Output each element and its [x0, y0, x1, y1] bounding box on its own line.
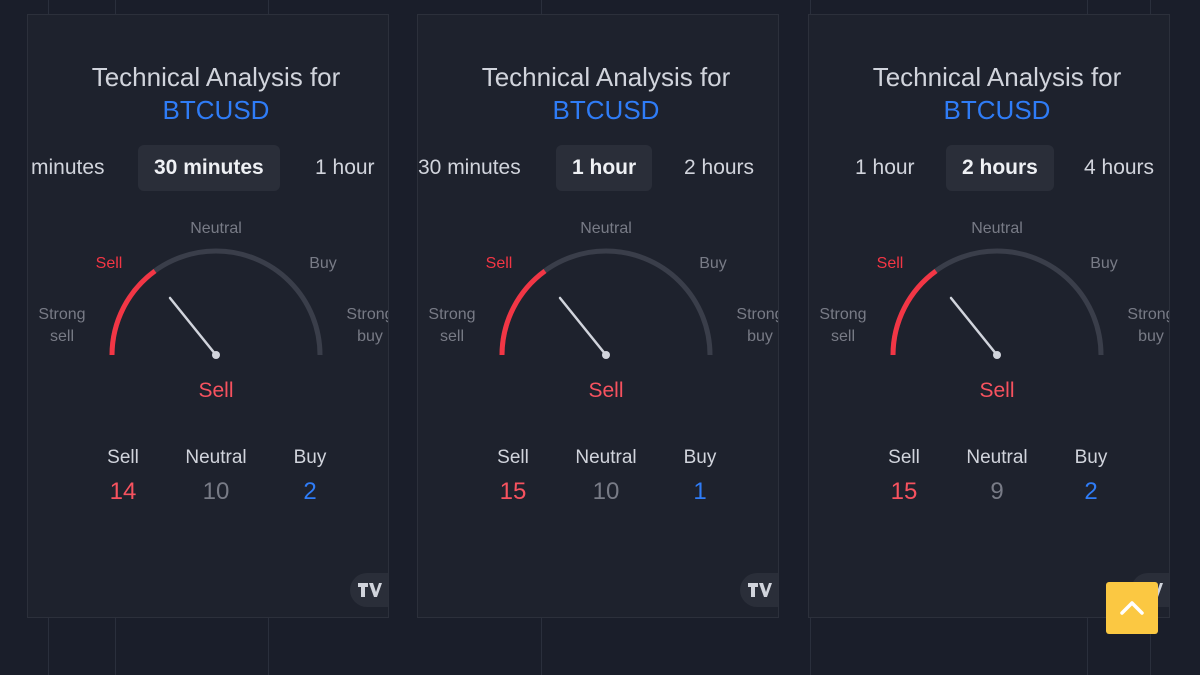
technical-analysis-widget: Technical Analysis for BTCUSD 30 minutes… [417, 14, 779, 618]
gauge-sell-segment [890, 268, 938, 356]
gauge-pivot [993, 351, 1001, 359]
tab-interval-next[interactable]: 4 hours [1084, 156, 1155, 179]
gauge-track [109, 248, 323, 356]
neutral-count: Neutral 10 [556, 447, 656, 506]
tab-interval-next[interactable]: 2 hours [684, 156, 755, 179]
gauge-needle [168, 296, 218, 357]
buy-count: Buy 1 [650, 447, 750, 506]
buy-count-value: 2 [1084, 478, 1098, 505]
buy-count-label: Buy [293, 447, 327, 468]
sell-count-label: Sell [888, 447, 920, 468]
symbol-link[interactable]: BTCUSD [162, 95, 270, 125]
gauge-label-neutral: Neutral [971, 220, 1023, 237]
gauge-label-strong-sell-2: sell [831, 328, 855, 345]
gauge-label-buy: Buy [1090, 255, 1118, 272]
neutral-count-label: Neutral [966, 447, 1028, 468]
gauge-pivot [602, 351, 610, 359]
gauge-label-strong-sell-2: sell [50, 328, 74, 345]
neutral-count: Neutral 10 [166, 447, 266, 506]
gauge-label-strong-buy-2: buy [1138, 328, 1164, 345]
gauge-label-strong-buy-1: Strong [736, 306, 779, 323]
buy-count-value: 1 [693, 478, 707, 505]
gauge-label-strong-sell-2: sell [440, 328, 464, 345]
gauge-label-strong-buy-2: buy [357, 328, 383, 345]
sentiment-gauge: Neutral Sell Buy Strong sell Strong buy [38, 220, 389, 359]
widget-title: Technical Analysis for BTCUSD [418, 61, 778, 127]
chevron-up-icon [1120, 601, 1144, 615]
neutral-count-label: Neutral [575, 447, 637, 468]
gauge-label-sell: Sell [96, 255, 123, 272]
sell-count-value: 15 [499, 478, 527, 505]
sell-count-label: Sell [107, 447, 139, 468]
tab-interval-active[interactable]: 30 minutes [138, 145, 280, 191]
gauge-label-strong-buy-2: buy [747, 328, 773, 345]
widget-title: Technical Analysis for BTCUSD [28, 61, 388, 127]
technical-analysis-widget: Technical Analysis for BTCUSD 1 hour 2 h… [808, 14, 1170, 618]
technical-analysis-widget: Technical Analysis for BTCUSD minutes 30… [27, 14, 389, 618]
summary-verdict: Sell [588, 379, 624, 402]
gauge-track [499, 248, 713, 356]
gauge-label-strong-buy-1: Strong [1127, 306, 1170, 323]
tab-interval-prev[interactable]: 1 hour [855, 156, 915, 179]
sell-count: Sell 15 [854, 447, 954, 506]
gauge-label-buy: Buy [309, 255, 337, 272]
neutral-count-value: 10 [592, 478, 620, 505]
gauge-label-sell: Sell [877, 255, 904, 272]
scroll-to-top-button[interactable] [1106, 582, 1158, 634]
summary-verdict: Sell [198, 379, 234, 402]
gauge-needle [949, 296, 999, 357]
title-text: Technical Analysis for [481, 62, 731, 92]
gauge-sell-segment [109, 268, 157, 356]
gauge-label-buy: Buy [699, 255, 727, 272]
neutral-count-value: 9 [990, 478, 1004, 505]
gauge-label-strong-sell-1: Strong [428, 306, 475, 323]
neutral-count-value: 10 [202, 478, 230, 505]
summary-verdict: Sell [979, 379, 1015, 402]
sell-count: Sell 14 [73, 447, 173, 506]
sentiment-gauge: Neutral Sell Buy Strong sell Strong buy [428, 220, 779, 359]
sentiment-gauge: Neutral Sell Buy Strong sell Strong buy [819, 220, 1170, 359]
tab-interval-prev[interactable]: 30 minutes [418, 156, 521, 179]
gauge-label-strong-sell-1: Strong [38, 306, 85, 323]
gauge-label-strong-sell-1: Strong [819, 306, 866, 323]
gauge-needle [558, 296, 608, 357]
symbol-link[interactable]: BTCUSD [943, 95, 1051, 125]
gauge-label-neutral: Neutral [190, 220, 242, 237]
sell-count-value: 15 [890, 478, 918, 505]
neutral-count: Neutral 9 [947, 447, 1047, 506]
tradingview-logo-icon[interactable] [740, 573, 778, 607]
title-text: Technical Analysis for [91, 62, 341, 92]
tradingview-logo-icon[interactable] [350, 573, 388, 607]
gauge-track [890, 248, 1104, 356]
interval-tabs: 1 hour 2 hours 4 hours [809, 145, 1169, 191]
sell-count-value: 14 [109, 478, 137, 505]
tab-interval-prev[interactable]: minutes [31, 156, 105, 179]
gauge-pivot [212, 351, 220, 359]
tab-interval-active[interactable]: 1 hour [556, 145, 653, 191]
tab-interval-next[interactable]: 1 hour [315, 156, 375, 179]
symbol-link[interactable]: BTCUSD [552, 95, 660, 125]
buy-count: Buy 2 [1041, 447, 1141, 506]
sell-count: Sell 15 [463, 447, 563, 506]
gauge-label-neutral: Neutral [580, 220, 632, 237]
buy-count-label: Buy [1074, 447, 1108, 468]
title-text: Technical Analysis for [872, 62, 1122, 92]
buy-count-label: Buy [683, 447, 717, 468]
buy-count: Buy 2 [260, 447, 360, 506]
gauge-sell-segment [499, 268, 547, 356]
interval-tabs: minutes 30 minutes 1 hour [28, 145, 388, 191]
tab-interval-active[interactable]: 2 hours [946, 145, 1054, 191]
sell-count-label: Sell [497, 447, 529, 468]
interval-tabs: 30 minutes 1 hour 2 hours [418, 145, 778, 191]
widget-title: Technical Analysis for BTCUSD [809, 61, 1169, 127]
gauge-label-strong-buy-1: Strong [346, 306, 389, 323]
gauge-label-sell: Sell [486, 255, 513, 272]
neutral-count-label: Neutral [185, 447, 247, 468]
buy-count-value: 2 [303, 478, 317, 505]
